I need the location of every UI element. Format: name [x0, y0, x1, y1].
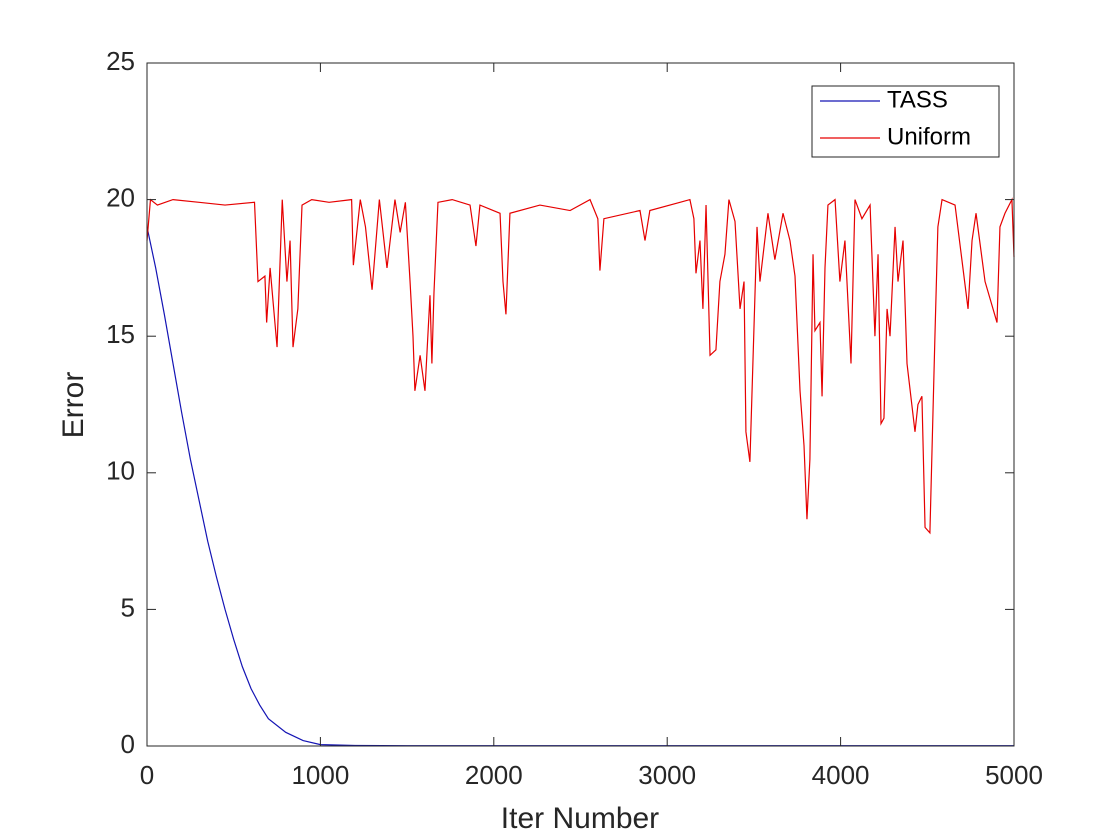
- x-axis-label: Iter Number: [501, 802, 659, 835]
- legend-box: [811, 85, 1000, 158]
- x-tick-label: 4000: [812, 760, 870, 790]
- x-tick-label: 5000: [985, 760, 1043, 790]
- y-tick-label: 10: [106, 456, 135, 486]
- x-tick-label: 2000: [465, 760, 523, 790]
- x-tick-label: 1000: [291, 760, 349, 790]
- legend-label: TASS: [887, 86, 948, 113]
- y-tick-label: 20: [106, 182, 135, 212]
- data-line: [146, 197, 1015, 535]
- y-tick-label: 5: [121, 592, 135, 622]
- x-tick-label: 0: [140, 760, 154, 790]
- x-tick-label: 3000: [638, 760, 696, 790]
- y-tick-label: 15: [106, 319, 135, 349]
- plot-frame: [146, 62, 1015, 747]
- y-tick-label: 25: [106, 46, 135, 76]
- y-tick-label: 0: [121, 729, 135, 759]
- y-axis-label: Error: [57, 372, 90, 439]
- legend-label: Uniform: [887, 123, 971, 150]
